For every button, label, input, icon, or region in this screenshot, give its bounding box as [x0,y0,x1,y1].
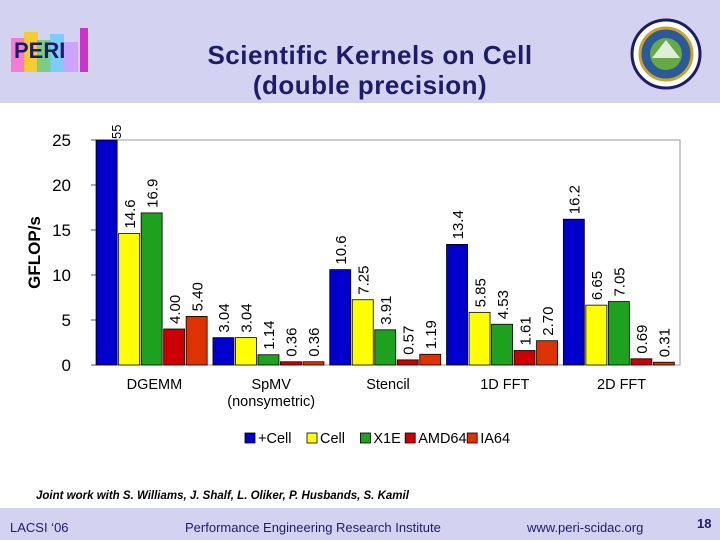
credit-note: Joint work with S. Williams, J. Shalf, L… [36,490,409,502]
y-tick-label: 0 [62,356,71,375]
data-label: 5.40 [189,282,206,311]
logo-text: PERI [14,38,65,63]
bar-x1e [607,301,630,366]
bar-ia64 [536,340,558,366]
title-line-1: Scientific Kernels on Cell [207,40,533,70]
x-category-label: DGEMM [127,377,183,393]
legend-swatch [306,432,318,444]
bar-x1e [257,354,280,366]
data-label: 5.85 [472,278,489,307]
bar-amd64 [280,361,302,366]
x-category-label: SpMV [251,377,291,393]
legend-swatch [404,432,416,444]
bar-amd64 [630,358,653,366]
legend-label: X1E [373,431,401,447]
title-line-2: (double precision) [252,70,488,100]
bar-ia64 [302,361,325,366]
bar-ia64 [652,361,675,366]
data-label: 10.6 [333,235,350,264]
bar-ia64 [419,353,442,366]
legend-swatch [466,432,478,444]
bar-amd64 [513,350,536,366]
data-label: 0.69 [634,325,651,354]
legend-swatch [359,432,371,444]
data-label: 0.36 [306,328,323,357]
data-label: 3.91 [378,296,395,325]
data-label: 16.9 [144,179,161,208]
footer-institute: Performance Engineering Research Institu… [185,520,441,535]
bar-cell [118,233,141,366]
peri-logo: PERI [11,28,88,72]
data-label: 0.36 [284,328,301,357]
y-tick-label: 20 [52,176,71,195]
bar-cell [446,243,468,366]
data-label: 1.14 [261,321,278,350]
data-label: 0.31 [657,328,674,357]
legend-label: IA64 [480,431,510,447]
footer-url[interactable]: www.peri-scidac.org [527,520,644,535]
x-category-label: 1D FFT [480,377,529,393]
bar-cell [468,311,491,366]
legend-swatch [244,432,256,444]
bar-cell [235,337,257,366]
data-label: 3.04 [216,303,233,332]
bar-amd64 [163,328,186,366]
data-label: 7.05 [612,267,629,296]
legend-label: Cell [320,431,345,447]
slide-tag: 55 [109,125,124,139]
bar-chart: 0 5 10 15 20 25 GFLOP/s 55 14.6 16.9 4.00 5.40 DGEMM… [25,125,681,447]
y-tick-label: 10 [52,266,71,285]
bar-x1e [491,323,513,366]
legend-label: AMD64 [418,431,466,447]
bar-cell [562,218,585,366]
data-label: 2.70 [540,306,557,335]
bar-cell [95,139,118,366]
page-number: 18 [697,516,712,531]
data-label: 16.2 [567,185,584,214]
y-tick-label: 5 [62,311,71,330]
y-axis-label: GFLOP/s [25,216,44,289]
y-tick-label: 15 [52,221,71,240]
data-label: 7.25 [356,266,373,295]
bar-amd64 [396,359,419,366]
data-label: 14.6 [122,199,139,228]
x-category-label: (nonsymetric) [227,394,315,410]
data-label: 0.57 [401,326,418,355]
bar-x1e [140,212,163,366]
bar-cell [212,337,235,366]
data-label: 4.53 [495,290,512,319]
slide-footer: LACSI ‘06 Performance Engineering Resear… [0,508,720,540]
data-label: 1.19 [423,320,440,349]
x-category-label: Stencil [366,377,410,393]
slide-title: Scientific Kernels on Cell (double preci… [150,40,590,100]
data-label: 4.00 [167,295,184,324]
data-label: 6.65 [589,271,606,300]
data-label: 3.04 [239,303,256,332]
doe-seal-icon [630,18,702,90]
bar-x1e [374,329,397,366]
bar-cell [585,304,608,366]
bar-cell [329,269,352,366]
legend-label: +Cell [258,431,291,447]
data-label: 1.61 [517,316,534,345]
y-tick-label: 25 [52,131,71,150]
data-label: 13.4 [450,210,467,239]
bar-cell [351,299,374,366]
bar-ia64 [185,315,208,366]
footer-event: LACSI ‘06 [10,520,69,535]
x-category-label: 2D FFT [597,377,646,393]
slide-header: PERI Scientific Kernels on Cell (double … [0,0,720,103]
